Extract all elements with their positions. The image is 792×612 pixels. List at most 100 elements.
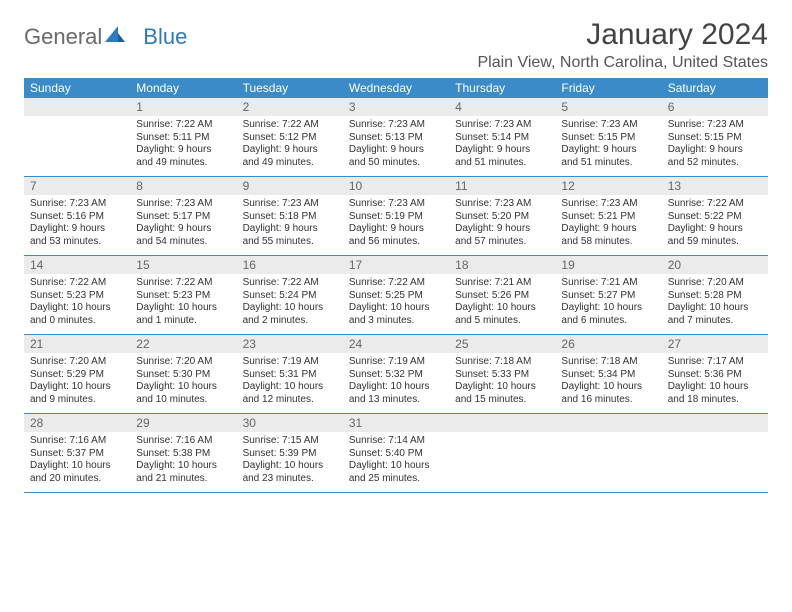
sunset-line: Sunset: 5:21 PM [561, 211, 655, 224]
day-number: 7 [24, 177, 130, 195]
sunset-line: Sunset: 5:12 PM [243, 132, 337, 145]
day-details: Sunrise: 7:22 AMSunset: 5:25 PMDaylight:… [343, 274, 449, 332]
calendar-day: 4Sunrise: 7:23 AMSunset: 5:14 PMDaylight… [449, 98, 555, 176]
daylight-line: Daylight: 10 hours and 10 minutes. [136, 381, 230, 406]
day-details: Sunrise: 7:18 AMSunset: 5:34 PMDaylight:… [555, 353, 661, 411]
calendar-day: 22Sunrise: 7:20 AMSunset: 5:30 PMDayligh… [130, 335, 236, 413]
day-details: Sunrise: 7:22 AMSunset: 5:23 PMDaylight:… [24, 274, 130, 332]
sunrise-line: Sunrise: 7:22 AM [136, 119, 230, 132]
daylight-line: Daylight: 9 hours and 59 minutes. [668, 223, 762, 248]
brand-part1: General [24, 24, 102, 50]
sunset-line: Sunset: 5:13 PM [349, 132, 443, 145]
sunrise-line: Sunrise: 7:22 AM [243, 119, 337, 132]
day-details: Sunrise: 7:22 AMSunset: 5:22 PMDaylight:… [662, 195, 768, 253]
daylight-line: Daylight: 10 hours and 16 minutes. [561, 381, 655, 406]
day-number: 29 [130, 414, 236, 432]
daylight-line: Daylight: 10 hours and 9 minutes. [30, 381, 124, 406]
daylight-line: Daylight: 9 hours and 55 minutes. [243, 223, 337, 248]
weekday-header-row: SundayMondayTuesdayWednesdayThursdayFrid… [24, 78, 768, 98]
day-details: Sunrise: 7:19 AMSunset: 5:31 PMDaylight:… [237, 353, 343, 411]
calendar-day: 26Sunrise: 7:18 AMSunset: 5:34 PMDayligh… [555, 335, 661, 413]
weekday-header: Monday [130, 78, 236, 98]
day-number: 15 [130, 256, 236, 274]
day-number: 1 [130, 98, 236, 116]
day-details [662, 432, 768, 440]
day-details: Sunrise: 7:23 AMSunset: 5:14 PMDaylight:… [449, 116, 555, 174]
day-details: Sunrise: 7:21 AMSunset: 5:27 PMDaylight:… [555, 274, 661, 332]
sunrise-line: Sunrise: 7:23 AM [349, 119, 443, 132]
day-details [24, 116, 130, 124]
page-header: General Blue January 2024 Plain View, No… [24, 18, 768, 72]
brand-logo: General Blue [24, 18, 187, 50]
day-details: Sunrise: 7:23 AMSunset: 5:13 PMDaylight:… [343, 116, 449, 174]
sunrise-line: Sunrise: 7:22 AM [30, 277, 124, 290]
calendar-day: 18Sunrise: 7:21 AMSunset: 5:26 PMDayligh… [449, 256, 555, 334]
day-details: Sunrise: 7:22 AMSunset: 5:12 PMDaylight:… [237, 116, 343, 174]
daylight-line: Daylight: 10 hours and 21 minutes. [136, 460, 230, 485]
calendar-day-empty [24, 98, 130, 176]
weekday-header: Saturday [662, 78, 768, 98]
calendar-day: 1Sunrise: 7:22 AMSunset: 5:11 PMDaylight… [130, 98, 236, 176]
calendar-day: 16Sunrise: 7:22 AMSunset: 5:24 PMDayligh… [237, 256, 343, 334]
sunrise-line: Sunrise: 7:19 AM [243, 356, 337, 369]
sunset-line: Sunset: 5:33 PM [455, 369, 549, 382]
day-details: Sunrise: 7:16 AMSunset: 5:38 PMDaylight:… [130, 432, 236, 490]
weekday-header: Friday [555, 78, 661, 98]
sunrise-line: Sunrise: 7:15 AM [243, 435, 337, 448]
day-details: Sunrise: 7:14 AMSunset: 5:40 PMDaylight:… [343, 432, 449, 490]
brand-part2: Blue [143, 24, 187, 50]
calendar-week: 7Sunrise: 7:23 AMSunset: 5:16 PMDaylight… [24, 177, 768, 256]
daylight-line: Daylight: 10 hours and 15 minutes. [455, 381, 549, 406]
sunset-line: Sunset: 5:15 PM [561, 132, 655, 145]
sunset-line: Sunset: 5:24 PM [243, 290, 337, 303]
calendar-day: 25Sunrise: 7:18 AMSunset: 5:33 PMDayligh… [449, 335, 555, 413]
day-number [555, 414, 661, 432]
day-details: Sunrise: 7:20 AMSunset: 5:30 PMDaylight:… [130, 353, 236, 411]
calendar-day: 30Sunrise: 7:15 AMSunset: 5:39 PMDayligh… [237, 414, 343, 492]
day-number: 18 [449, 256, 555, 274]
day-details: Sunrise: 7:23 AMSunset: 5:18 PMDaylight:… [237, 195, 343, 253]
sunset-line: Sunset: 5:40 PM [349, 448, 443, 461]
calendar-weeks: 1Sunrise: 7:22 AMSunset: 5:11 PMDaylight… [24, 98, 768, 493]
calendar-day: 9Sunrise: 7:23 AMSunset: 5:18 PMDaylight… [237, 177, 343, 255]
sunset-line: Sunset: 5:39 PM [243, 448, 337, 461]
day-details: Sunrise: 7:19 AMSunset: 5:32 PMDaylight:… [343, 353, 449, 411]
daylight-line: Daylight: 10 hours and 5 minutes. [455, 302, 549, 327]
daylight-line: Daylight: 9 hours and 50 minutes. [349, 144, 443, 169]
daylight-line: Daylight: 9 hours and 51 minutes. [455, 144, 549, 169]
title-block: January 2024 Plain View, North Carolina,… [477, 18, 768, 72]
sunrise-line: Sunrise: 7:23 AM [561, 119, 655, 132]
day-details: Sunrise: 7:23 AMSunset: 5:19 PMDaylight:… [343, 195, 449, 253]
sunrise-line: Sunrise: 7:19 AM [349, 356, 443, 369]
daylight-line: Daylight: 10 hours and 25 minutes. [349, 460, 443, 485]
daylight-line: Daylight: 10 hours and 12 minutes. [243, 381, 337, 406]
calendar-day: 15Sunrise: 7:22 AMSunset: 5:23 PMDayligh… [130, 256, 236, 334]
day-number: 8 [130, 177, 236, 195]
calendar-day: 17Sunrise: 7:22 AMSunset: 5:25 PMDayligh… [343, 256, 449, 334]
sunset-line: Sunset: 5:16 PM [30, 211, 124, 224]
sunset-line: Sunset: 5:32 PM [349, 369, 443, 382]
sunset-line: Sunset: 5:23 PM [136, 290, 230, 303]
calendar-day: 31Sunrise: 7:14 AMSunset: 5:40 PMDayligh… [343, 414, 449, 492]
calendar-day: 8Sunrise: 7:23 AMSunset: 5:17 PMDaylight… [130, 177, 236, 255]
sunset-line: Sunset: 5:30 PM [136, 369, 230, 382]
day-number: 31 [343, 414, 449, 432]
sunset-line: Sunset: 5:20 PM [455, 211, 549, 224]
day-number: 13 [662, 177, 768, 195]
daylight-line: Daylight: 9 hours and 53 minutes. [30, 223, 124, 248]
sunrise-line: Sunrise: 7:23 AM [30, 198, 124, 211]
day-number: 28 [24, 414, 130, 432]
calendar-day: 21Sunrise: 7:20 AMSunset: 5:29 PMDayligh… [24, 335, 130, 413]
day-details: Sunrise: 7:17 AMSunset: 5:36 PMDaylight:… [662, 353, 768, 411]
day-number: 9 [237, 177, 343, 195]
daylight-line: Daylight: 10 hours and 20 minutes. [30, 460, 124, 485]
day-number [24, 98, 130, 116]
sunrise-line: Sunrise: 7:22 AM [349, 277, 443, 290]
sunrise-line: Sunrise: 7:23 AM [561, 198, 655, 211]
sunrise-line: Sunrise: 7:18 AM [561, 356, 655, 369]
daylight-line: Daylight: 10 hours and 7 minutes. [668, 302, 762, 327]
daylight-line: Daylight: 9 hours and 57 minutes. [455, 223, 549, 248]
calendar-day: 23Sunrise: 7:19 AMSunset: 5:31 PMDayligh… [237, 335, 343, 413]
day-details: Sunrise: 7:23 AMSunset: 5:21 PMDaylight:… [555, 195, 661, 253]
sunrise-line: Sunrise: 7:20 AM [30, 356, 124, 369]
